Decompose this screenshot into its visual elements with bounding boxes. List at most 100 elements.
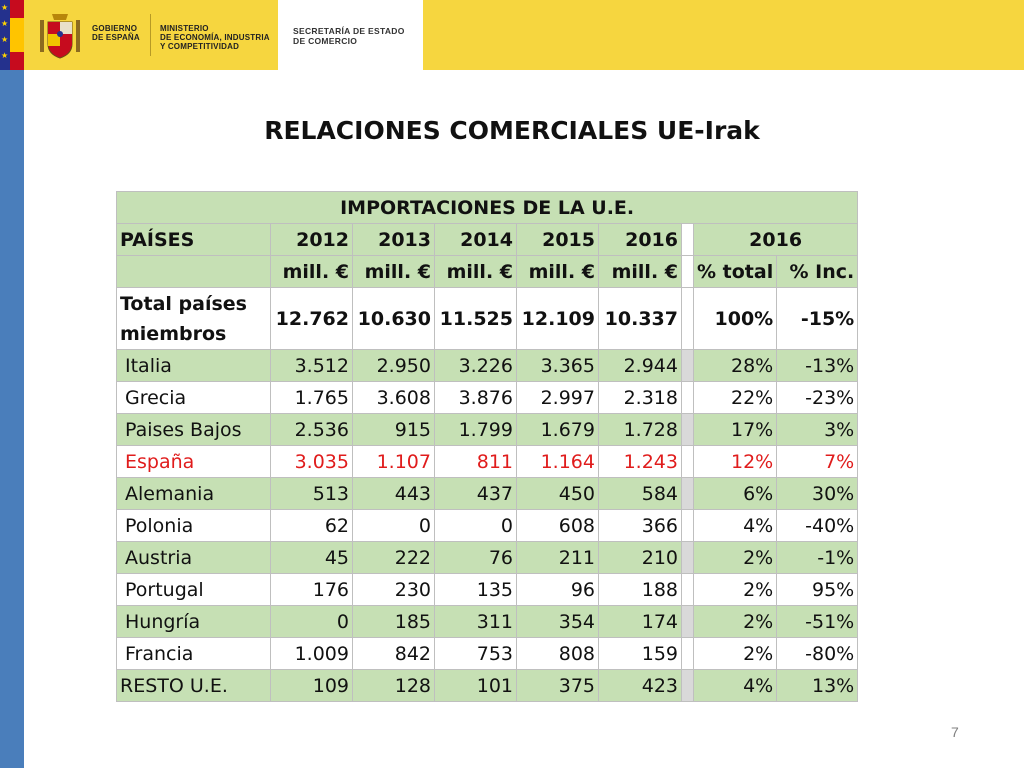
country-row: Grecia 1.765 3.608 3.876 2.997 2.318 22% -23% bbox=[116, 381, 859, 414]
total-row: Total países miembros 12.762 10.630 11.5… bbox=[116, 287, 859, 350]
year-value: 62 bbox=[270, 509, 353, 542]
pct-total-value: 17% bbox=[692, 413, 778, 446]
column-gap bbox=[681, 223, 694, 256]
year-value: 3.035 bbox=[270, 445, 353, 478]
country-label: Italia bbox=[116, 349, 271, 382]
column-gap bbox=[681, 477, 694, 510]
country-label: Austria bbox=[116, 541, 271, 574]
coat-of-arms-icon bbox=[40, 14, 80, 59]
unit-cell: mill. € bbox=[434, 255, 517, 288]
column-gap bbox=[681, 287, 694, 350]
year-value: 753 bbox=[434, 637, 517, 670]
year-value: 1.799 bbox=[434, 413, 517, 446]
year-value: 211 bbox=[516, 541, 599, 574]
eu-spain-flag: ★ ★ ★ ★ bbox=[0, 0, 24, 70]
pct-inc-value: 95% bbox=[776, 573, 859, 606]
year-header: 2013 bbox=[352, 223, 435, 256]
year-value: 109 bbox=[270, 669, 353, 702]
column-gap bbox=[681, 413, 694, 446]
unit-cell: mill. € bbox=[270, 255, 353, 288]
year-value: 3.512 bbox=[270, 349, 353, 382]
pct-inc-value: 30% bbox=[776, 477, 859, 510]
year-value: 311 bbox=[434, 605, 517, 638]
country-label: Polonia bbox=[116, 509, 271, 542]
government-logo-text: GOBIERNO DE ESPAÑA bbox=[92, 24, 140, 42]
pct-inc-value: -51% bbox=[776, 605, 859, 638]
column-gap bbox=[681, 605, 694, 638]
total-label: Total países miembros bbox=[116, 287, 271, 350]
pct-total-value: 4% bbox=[692, 669, 778, 702]
country-row: Hungría 0 185 311 354 174 2% -51% bbox=[116, 605, 859, 638]
table-caption-row: IMPORTACIONES DE LA U.E. bbox=[115, 191, 859, 224]
table-caption: IMPORTACIONES DE LA U.E. bbox=[115, 191, 859, 224]
year-value: 188 bbox=[598, 573, 682, 606]
year-value: 0 bbox=[434, 509, 517, 542]
year-value: 3.608 bbox=[352, 381, 435, 414]
column-gap bbox=[681, 509, 694, 542]
year-value: 1.765 bbox=[270, 381, 353, 414]
year-value: 443 bbox=[352, 477, 435, 510]
total-value: 10.337 bbox=[598, 287, 682, 350]
pct-inc-value: -40% bbox=[776, 509, 859, 542]
imports-table: IMPORTACIONES DE LA U.E. PAÍSES 2012 201… bbox=[115, 191, 859, 702]
header-secretariat-band bbox=[278, 0, 423, 70]
year-value: 1.107 bbox=[352, 445, 435, 478]
year-value: 185 bbox=[352, 605, 435, 638]
year-value: 3.876 bbox=[434, 381, 517, 414]
year-value: 0 bbox=[352, 509, 435, 542]
pct-total-value: 2% bbox=[692, 637, 778, 670]
column-gap bbox=[681, 255, 694, 288]
eu-flag-icon: ★ ★ ★ ★ bbox=[0, 0, 10, 70]
year-value: 513 bbox=[270, 477, 353, 510]
pct-total-value: 6% bbox=[692, 477, 778, 510]
pct-inc-value: -1% bbox=[776, 541, 859, 574]
header-yellow-band bbox=[423, 0, 1024, 70]
total-value: 12.762 bbox=[270, 287, 353, 350]
year-value: 176 bbox=[270, 573, 353, 606]
column-gap bbox=[681, 637, 694, 670]
country-row: Francia 1.009 842 753 808 159 2% -80% bbox=[116, 637, 859, 670]
table-units-row: mill. € mill. € mill. € mill. € mill. € … bbox=[116, 255, 859, 288]
year-header: 2016 bbox=[598, 223, 682, 256]
country-row: Alemania 513 443 437 450 584 6% 30% bbox=[116, 477, 859, 510]
year-value: 2.536 bbox=[270, 413, 353, 446]
units-blank-cell bbox=[116, 255, 271, 288]
pct-total-value: 2% bbox=[692, 541, 778, 574]
pct-inc-value: -80% bbox=[776, 637, 859, 670]
country-label: Alemania bbox=[116, 477, 271, 510]
pct-total-header: % total bbox=[692, 255, 778, 288]
total-value: 12.109 bbox=[516, 287, 599, 350]
logo-divider bbox=[150, 14, 151, 56]
year-header: 2015 bbox=[516, 223, 599, 256]
year-value: 159 bbox=[598, 637, 682, 670]
year-value: 808 bbox=[516, 637, 599, 670]
country-label: Francia bbox=[116, 637, 271, 670]
year-value: 915 bbox=[352, 413, 435, 446]
page-number: 7 bbox=[951, 724, 959, 740]
pct-total-value: 22% bbox=[692, 381, 778, 414]
pct-inc-value: 3% bbox=[776, 413, 859, 446]
country-row: RESTO U.E. 109 128 101 375 423 4% 13% bbox=[116, 669, 859, 702]
country-row: España 3.035 1.107 811 1.164 1.243 12% 7% bbox=[116, 445, 859, 478]
country-label: Portugal bbox=[116, 573, 271, 606]
year-value: 1.243 bbox=[598, 445, 682, 478]
year-value: 1.009 bbox=[270, 637, 353, 670]
pct-inc-value: 13% bbox=[776, 669, 859, 702]
year-value: 101 bbox=[434, 669, 517, 702]
year-value: 811 bbox=[434, 445, 517, 478]
column-gap bbox=[681, 349, 694, 382]
year-value: 2.950 bbox=[352, 349, 435, 382]
year-value: 3.365 bbox=[516, 349, 599, 382]
slide-title: RELACIONES COMERCIALES UE-Irak bbox=[264, 116, 760, 145]
unit-cell: mill. € bbox=[516, 255, 599, 288]
pct-inc-header: % Inc. bbox=[776, 255, 859, 288]
year-value: 222 bbox=[352, 541, 435, 574]
year-value: 76 bbox=[434, 541, 517, 574]
year-value: 230 bbox=[352, 573, 435, 606]
year-value: 354 bbox=[516, 605, 599, 638]
pct-total-value: 2% bbox=[692, 605, 778, 638]
year-value: 135 bbox=[434, 573, 517, 606]
year-value: 2.944 bbox=[598, 349, 682, 382]
column-gap bbox=[681, 669, 694, 702]
year-value: 1.728 bbox=[598, 413, 682, 446]
